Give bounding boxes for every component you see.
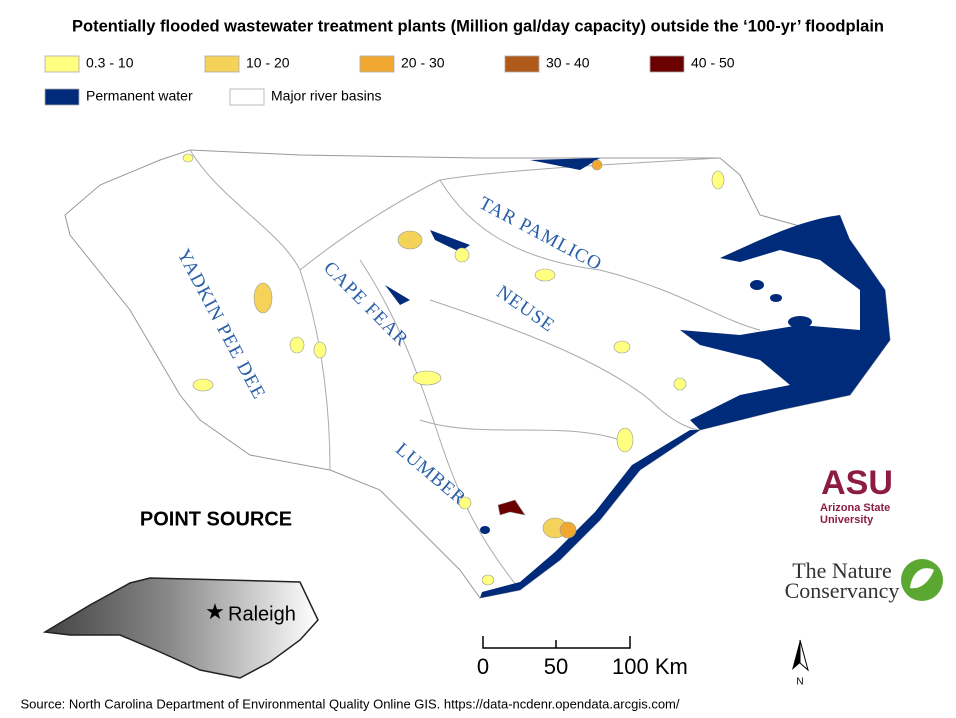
north-label: N xyxy=(796,677,803,688)
tnc-bottom: Conservancy xyxy=(785,578,900,603)
legend-label: 40 - 50 xyxy=(691,55,735,71)
asu-name-box: Arizona State University xyxy=(820,502,891,526)
basin-boundaries xyxy=(189,149,761,591)
legend-swatch xyxy=(229,88,265,106)
tnc-top: The Nature xyxy=(792,558,892,583)
state-outline xyxy=(64,149,891,599)
legend-swatch xyxy=(359,55,395,73)
legend-label: 10 - 20 xyxy=(246,55,290,71)
legend-label: 30 - 40 xyxy=(546,55,590,71)
map-title: Potentially flooded wastewater treatment… xyxy=(72,17,884,35)
north-arrow xyxy=(792,640,800,670)
legend-swatch xyxy=(649,55,685,73)
legend-label: Major river basins xyxy=(271,88,381,104)
legend-swatch xyxy=(44,88,80,106)
city-label: Raleigh xyxy=(228,603,296,625)
permanent-water xyxy=(385,158,890,598)
heading: POINT SOURCE xyxy=(140,508,292,530)
scale-bar xyxy=(482,636,631,649)
asu-name: Arizona State University xyxy=(820,502,891,526)
star: ★ xyxy=(205,599,225,624)
tnc-leaf xyxy=(910,568,934,589)
scale-label: 0 xyxy=(477,654,489,679)
inset-map xyxy=(42,577,319,679)
legend: 0.3 - 10 10 - 20 20 - 30 30 - 40 40 - 50 Perm… xyxy=(44,55,735,106)
legend-swatch xyxy=(44,55,80,73)
plants xyxy=(182,153,725,586)
legend-label: 20 - 30 xyxy=(401,55,445,71)
legend-swatch xyxy=(204,55,240,73)
legend-swatch xyxy=(504,55,540,73)
source: Source: North Carolina Department of Env… xyxy=(20,696,679,711)
scale-label: 100 Km xyxy=(612,654,688,679)
scale-label: 50 xyxy=(544,654,568,679)
asu-logo: ASU xyxy=(821,464,893,502)
north-arrow xyxy=(799,639,809,672)
legend-label: Permanent water xyxy=(86,88,193,104)
legend-label: 0.3 - 10 xyxy=(86,55,134,71)
